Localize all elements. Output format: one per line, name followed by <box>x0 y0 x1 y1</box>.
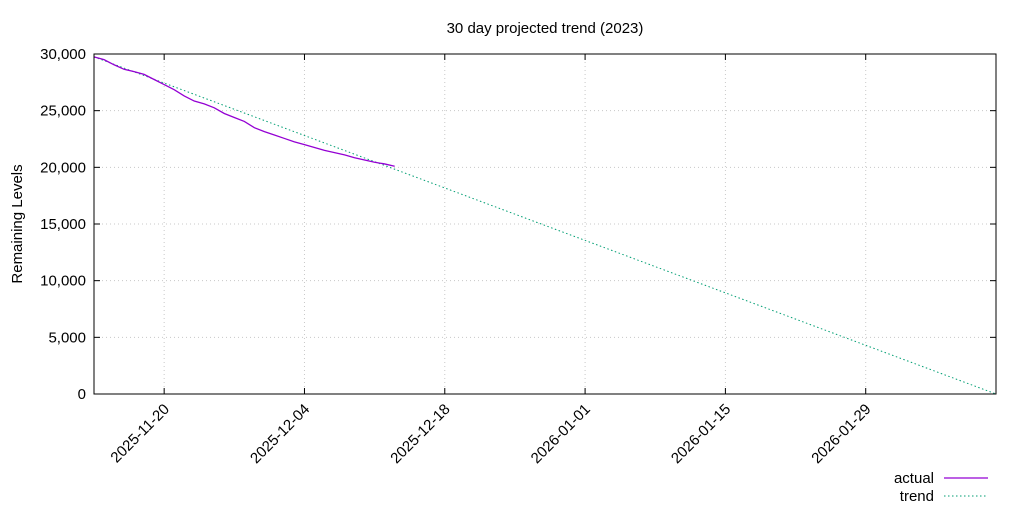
series-layer <box>93 56 997 395</box>
x-tick-label: 2025-12-04 <box>247 401 313 467</box>
y-tick-label: 5,000 <box>48 329 86 346</box>
chart-title: 30 day projected trend (2023) <box>447 20 644 37</box>
y-tick-label: 10,000 <box>40 273 86 290</box>
grid-lines <box>94 54 996 394</box>
series-trend-line <box>93 56 997 395</box>
legend-label-trend: trend <box>900 488 934 505</box>
plot-frame <box>93 53 997 395</box>
y-tick-label: 15,000 <box>40 216 86 233</box>
axis-ticks: 0 5,000 10,000 15,000 20,000 25,000 30,000 2025… <box>40 46 996 467</box>
legend-label-actual: actual <box>894 470 934 487</box>
y-tick-label: 20,000 <box>40 159 86 176</box>
y-tick-label: 0 <box>78 386 86 403</box>
x-tick-label: 2026-01-15 <box>668 401 734 467</box>
x-tick-label: 2026-01-29 <box>808 401 874 467</box>
x-tick-label: 2025-11-20 <box>107 401 172 466</box>
x-tick-label: 2026-01-01 <box>528 401 594 467</box>
y-tick-label: 25,000 <box>40 103 86 120</box>
x-tick-label: 2025-12-18 <box>387 401 453 467</box>
series-actual-line <box>93 56 395 167</box>
y-axis-label: Remaining Levels <box>9 164 26 283</box>
y-tick-label: 30,000 <box>40 46 86 63</box>
